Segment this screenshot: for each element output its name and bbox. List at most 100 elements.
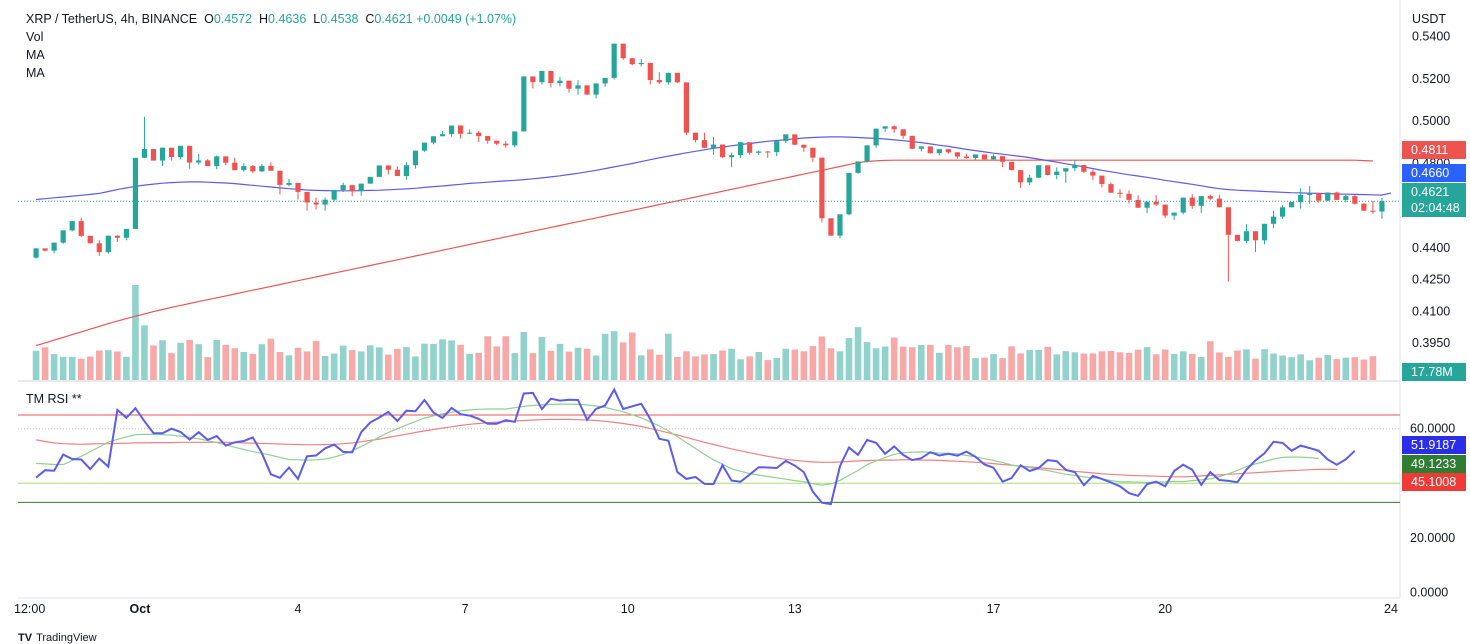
candle: [719, 144, 726, 158]
candle: [69, 221, 75, 232]
volume-bar: [1333, 359, 1341, 380]
volume-bar: [791, 349, 799, 380]
rsi-ma-fast-tag: 49.1233: [1402, 455, 1466, 473]
volume-bar: [1035, 350, 1042, 380]
candle-body: [792, 134, 798, 145]
candle-body: [1352, 196, 1358, 204]
candle: [728, 152, 735, 168]
volume-bar: [773, 357, 781, 380]
candle-body: [521, 76, 527, 132]
ma-fast-indicator-label[interactable]: MA: [26, 48, 45, 62]
volume-bar: [249, 353, 257, 380]
volume-bar: [204, 357, 211, 380]
candle: [1063, 168, 1069, 183]
rsi-indicator-label[interactable]: TM RSI **: [26, 392, 82, 406]
volume-bar: [168, 353, 175, 380]
volume-bar: [77, 358, 85, 380]
volume-bar: [656, 354, 663, 380]
volume-bar: [1270, 353, 1277, 380]
candle-body: [476, 132, 482, 137]
candle: [1081, 165, 1087, 173]
high-label: H: [259, 12, 269, 26]
candle-body: [738, 142, 744, 156]
candle-body: [168, 147, 175, 157]
volume-bar: [1288, 357, 1295, 380]
volume-bar: [845, 338, 853, 380]
candle-body: [539, 70, 545, 83]
candle-body: [710, 144, 717, 148]
candle: [87, 235, 93, 244]
candle: [909, 135, 915, 150]
candle: [412, 150, 419, 169]
candle-body: [439, 134, 446, 137]
volume-bar: [1216, 352, 1223, 380]
candle-body: [584, 85, 590, 95]
candle-body: [972, 154, 979, 159]
candle-body: [945, 149, 951, 153]
volume-bar: [945, 344, 952, 380]
candle: [1307, 186, 1313, 204]
candle: [214, 155, 220, 170]
candle-body: [882, 126, 888, 129]
last-price-tag: 0.4621 02:04:48: [1402, 183, 1466, 217]
candle-body: [1054, 171, 1060, 175]
volume-bar: [231, 348, 239, 380]
volume-bar: [394, 348, 401, 380]
candle: [936, 149, 942, 156]
candle: [51, 242, 57, 254]
volume-bar: [827, 348, 835, 380]
volume-indicator-label[interactable]: Vol: [26, 30, 44, 44]
candle: [1018, 170, 1024, 188]
candle-body: [954, 152, 960, 157]
candle: [620, 43, 626, 60]
tradingview-logo[interactable]: TV TradingView: [18, 632, 97, 644]
candle: [448, 125, 455, 137]
candle: [105, 235, 111, 254]
candle: [141, 116, 148, 158]
candle-body: [936, 149, 942, 154]
candle: [828, 218, 834, 236]
volume-bar: [95, 350, 103, 380]
candle: [196, 153, 202, 165]
candle: [340, 182, 346, 193]
candle: [774, 141, 780, 157]
candle-body: [286, 183, 292, 185]
candle-body: [241, 166, 247, 171]
candle-body: [78, 221, 84, 236]
candle: [485, 136, 491, 144]
ma-slow-indicator-label[interactable]: MA: [26, 66, 45, 80]
candle-body: [421, 142, 428, 151]
volume-bar: [719, 350, 726, 380]
volume-bar: [41, 347, 49, 380]
volume-bar: [1152, 354, 1160, 380]
candle: [792, 134, 798, 146]
open-value: 0.4572: [213, 12, 253, 26]
candle-body: [719, 144, 726, 158]
volume-bar: [1125, 352, 1133, 380]
candle: [683, 82, 690, 136]
candle: [1270, 210, 1277, 229]
candle-body: [1171, 212, 1177, 216]
candle: [1225, 207, 1231, 282]
candle-body: [1072, 165, 1078, 169]
volume-bar: [493, 346, 501, 380]
volume-tag: 17.78M: [1402, 363, 1466, 381]
candle: [430, 136, 437, 145]
volume-bar: [1143, 347, 1151, 380]
volume-bar: [457, 344, 464, 380]
candle-body: [1018, 170, 1024, 183]
candle: [439, 130, 446, 137]
candle: [1234, 234, 1241, 242]
candle: [593, 83, 599, 99]
volume-bar: [927, 344, 934, 380]
symbol-title[interactable]: XRP / TetherUS, 4h, BINANCE: [26, 12, 198, 26]
candle-body: [900, 129, 906, 136]
currency-label: USDT: [1412, 12, 1447, 26]
candle: [1207, 194, 1213, 201]
volume-bar: [511, 353, 519, 380]
candle: [963, 153, 970, 159]
candle-body: [1307, 193, 1313, 196]
candle: [783, 134, 789, 144]
candle: [295, 183, 301, 200]
